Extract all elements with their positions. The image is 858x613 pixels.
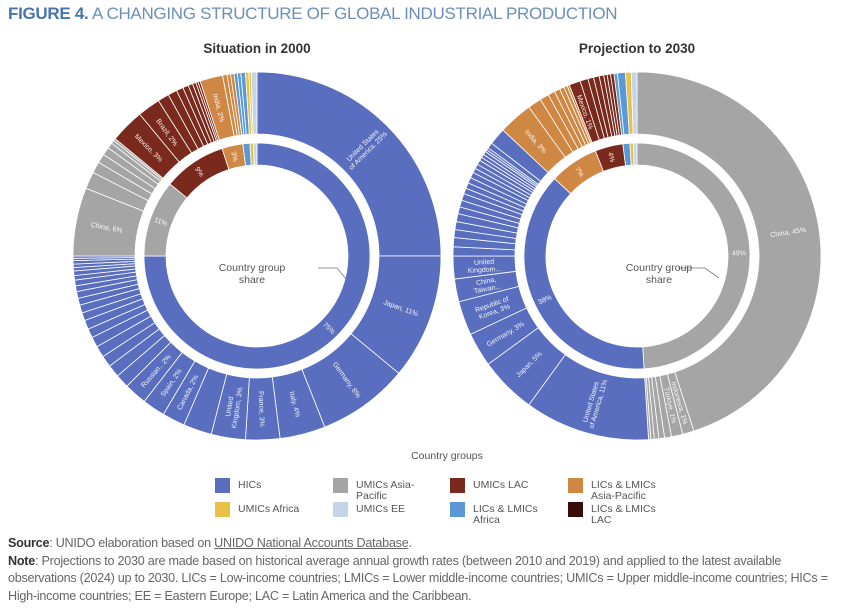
sunburst-chart-2000: 75%11%9%3% United Statesof America, 25%Ja… xyxy=(72,71,442,441)
legend-label: LICs & LMICs Africa xyxy=(473,503,538,526)
outer-ring-segment-china xyxy=(636,71,822,432)
country-group-share-label: Country group share xyxy=(219,262,286,286)
source-line: Source: UNIDO elaboration based on UNIDO… xyxy=(8,535,850,553)
legend-swatch xyxy=(568,502,583,517)
inner-ring-label: 7% xyxy=(573,166,584,178)
legend-label: UMICs Asia-Pacific xyxy=(356,479,415,502)
legend-label: LICs & LMICs LAC xyxy=(591,503,656,526)
chart-title-2000: Situation in 2000 xyxy=(203,41,311,56)
legend-swatch xyxy=(333,478,348,493)
legend-item-uaf: UMICs Africa xyxy=(215,502,326,517)
source-link[interactable]: UNIDO National Accounts Database xyxy=(214,536,409,550)
legend-swatch xyxy=(215,478,230,493)
legend-item-llac: LICs & LMICs LAC xyxy=(568,502,679,526)
legend-swatch xyxy=(450,478,465,493)
legend-item-uee: UMICs EE xyxy=(333,502,444,517)
legend-item-laf: LICs & LMICs Africa xyxy=(450,502,561,526)
outer-ring-segment xyxy=(630,71,638,135)
outer-ring-label: France, 3% xyxy=(257,391,265,427)
legend-label: HICs xyxy=(238,479,262,491)
inner-ring-label: 49% xyxy=(732,250,746,257)
source-text: : UNIDO elaboration based on xyxy=(49,536,215,550)
inner-ring-label: 4% xyxy=(606,152,615,164)
inner-ring-segment-75- xyxy=(143,142,371,370)
outer-ring-label: UnitedKingdom... xyxy=(467,258,501,275)
note-text: : Projections to 2030 are made based on … xyxy=(8,553,828,603)
legend-swatch xyxy=(333,502,348,517)
source-label: Source xyxy=(8,536,50,550)
note-line: Note: Projections to 2030 are made based… xyxy=(8,553,850,606)
legend-item-uap: UMICs Asia-Pacific xyxy=(333,478,444,502)
outer-ring-segment-united-states-of-america xyxy=(256,71,442,257)
legend-item-hic: HICs xyxy=(215,478,326,493)
legend-item-lap: LICs & LMICs Asia-Pacific xyxy=(568,478,679,502)
legend-swatch xyxy=(450,502,465,517)
inner-ring-label: 3% xyxy=(229,151,238,162)
figure-title-text: A CHANGING STRUCTURE OF GLOBAL INDUSTRIA… xyxy=(91,4,618,23)
legend-label: LICs & LMICs Asia-Pacific xyxy=(591,479,656,502)
inner-ring-segment xyxy=(253,142,258,166)
legend-swatch xyxy=(568,478,583,493)
inner-ring-segment xyxy=(633,142,638,166)
country-group-share-label: Country group share xyxy=(626,262,693,286)
inner-ring-label: 9% xyxy=(193,166,204,178)
source-end: . xyxy=(408,536,412,550)
legend-title: Country groups xyxy=(411,450,483,462)
outer-ring-segment xyxy=(250,71,258,135)
legend-label: UMICs LAC xyxy=(473,479,529,491)
legend-item-ulac: UMICs LAC xyxy=(450,478,561,493)
legend-label: UMICs EE xyxy=(356,503,406,515)
annotation-leader-line xyxy=(318,267,348,281)
footer-notes: Source: UNIDO elaboration based on UNIDO… xyxy=(8,535,850,605)
figure-number: FIGURE 4. xyxy=(8,4,89,23)
legend-swatch xyxy=(215,502,230,517)
sunburst-chart-2030: 49%38%7%4%China, 45%Indonesia, 1%Türkiye… xyxy=(452,71,822,441)
note-label: Note xyxy=(8,553,35,568)
inner-ring-label: 11% xyxy=(153,217,168,228)
legend-label: UMICs Africa xyxy=(238,503,300,515)
annotation-leader-line xyxy=(678,267,720,279)
figure-title: FIGURE 4. A CHANGING STRUCTURE OF GLOBAL… xyxy=(8,4,618,24)
chart-title-2030: Projection to 2030 xyxy=(578,41,696,56)
